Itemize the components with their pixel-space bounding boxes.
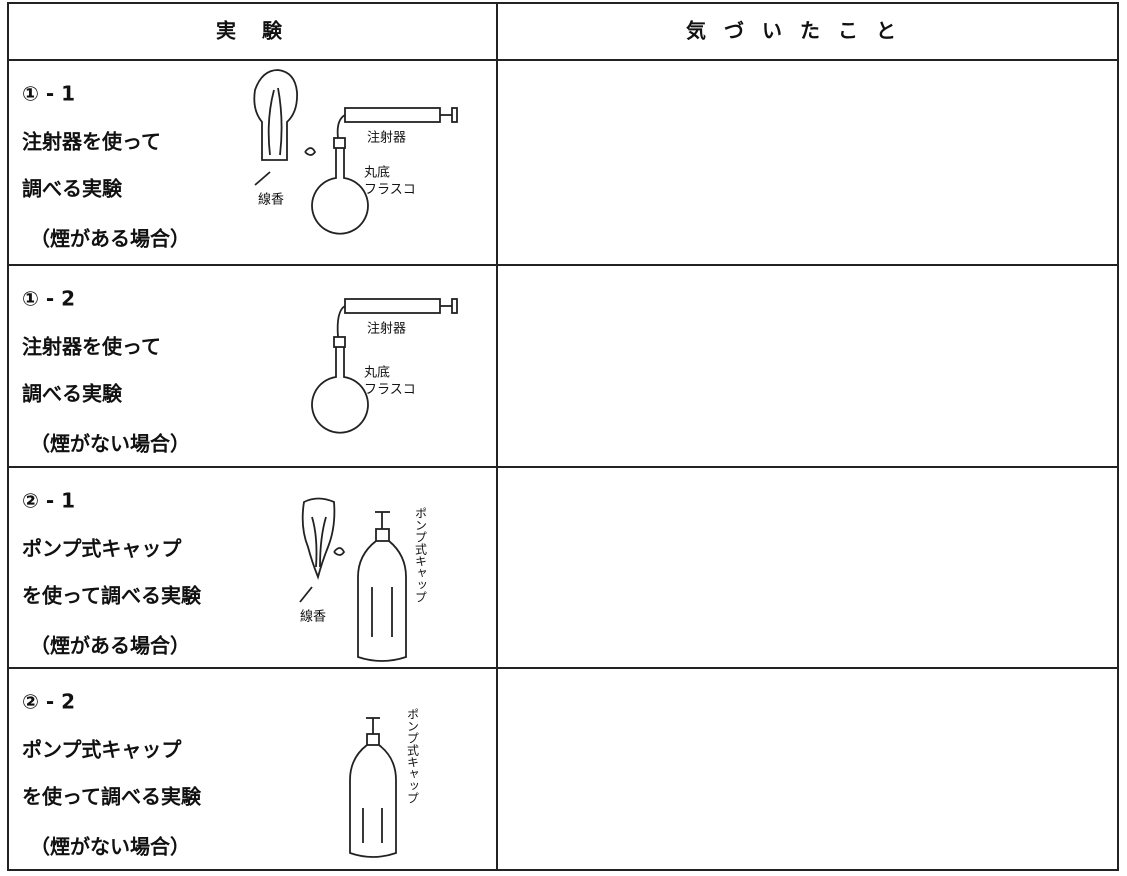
- row-line: （煙がある場合）: [30, 634, 190, 658]
- row-number: ① - 1: [22, 82, 75, 106]
- illustration: [349, 717, 397, 858]
- illustration-label: フラスコ: [364, 183, 416, 198]
- illustration-label: 注射器: [367, 130, 406, 146]
- illustration-label: 線香: [300, 609, 326, 625]
- row-line: 注射器を使って: [22, 335, 161, 359]
- illustration: [311, 298, 458, 434]
- row-line: 調べる実験: [22, 177, 123, 201]
- row-line: （煙がない場合）: [30, 835, 190, 859]
- row-line: 調べる実験: [22, 382, 123, 406]
- row: ① - 2 注射器を使って 調べる実験 （煙がない場合） 注射器 丸底 フラスコ: [22, 287, 458, 456]
- row-line: を使って調べる実験: [22, 785, 202, 809]
- row-line: （煙がある場合）: [30, 227, 190, 251]
- illustration-label: フラスコ: [364, 383, 416, 398]
- illustration-label: 線香: [258, 192, 284, 208]
- row-line: を使って調べる実験: [22, 584, 202, 608]
- illustration-label: ポンプ式キャップ: [414, 507, 428, 603]
- illustration: [299, 497, 407, 662]
- row: ① - 1 注射器を使って 調べる実験 （煙がある場合） 注射器 丸底 フラスコ…: [22, 69, 458, 251]
- illustration-label: 注射器: [367, 321, 406, 337]
- header-experiment: 実験: [216, 19, 308, 43]
- illustration-label: 丸底: [364, 365, 390, 381]
- row: ② - 1 ポンプ式キャップ を使って調べる実験 （煙がある場合） ポンプ式キャ…: [22, 489, 428, 662]
- row-line: 注射器を使って: [22, 130, 161, 154]
- row-number: ① - 2: [22, 287, 75, 311]
- row-line: （煙がない場合）: [30, 432, 190, 456]
- illustration: [253, 69, 458, 235]
- table-border: [7, 2, 1119, 871]
- row-line: ポンプ式キャップ: [22, 738, 182, 762]
- row-number: ② - 2: [22, 690, 75, 714]
- illustration-label: ポンプ式キャップ: [406, 708, 420, 804]
- row-line: ポンプ式キャップ: [22, 537, 182, 561]
- row-number: ② - 1: [22, 489, 75, 513]
- header-notes: 気づいたこと: [686, 19, 914, 43]
- illustration-label: 丸底: [364, 165, 390, 181]
- row: ② - 2 ポンプ式キャップ を使って調べる実験 （煙がない場合） ポンプ式キャ…: [22, 690, 420, 859]
